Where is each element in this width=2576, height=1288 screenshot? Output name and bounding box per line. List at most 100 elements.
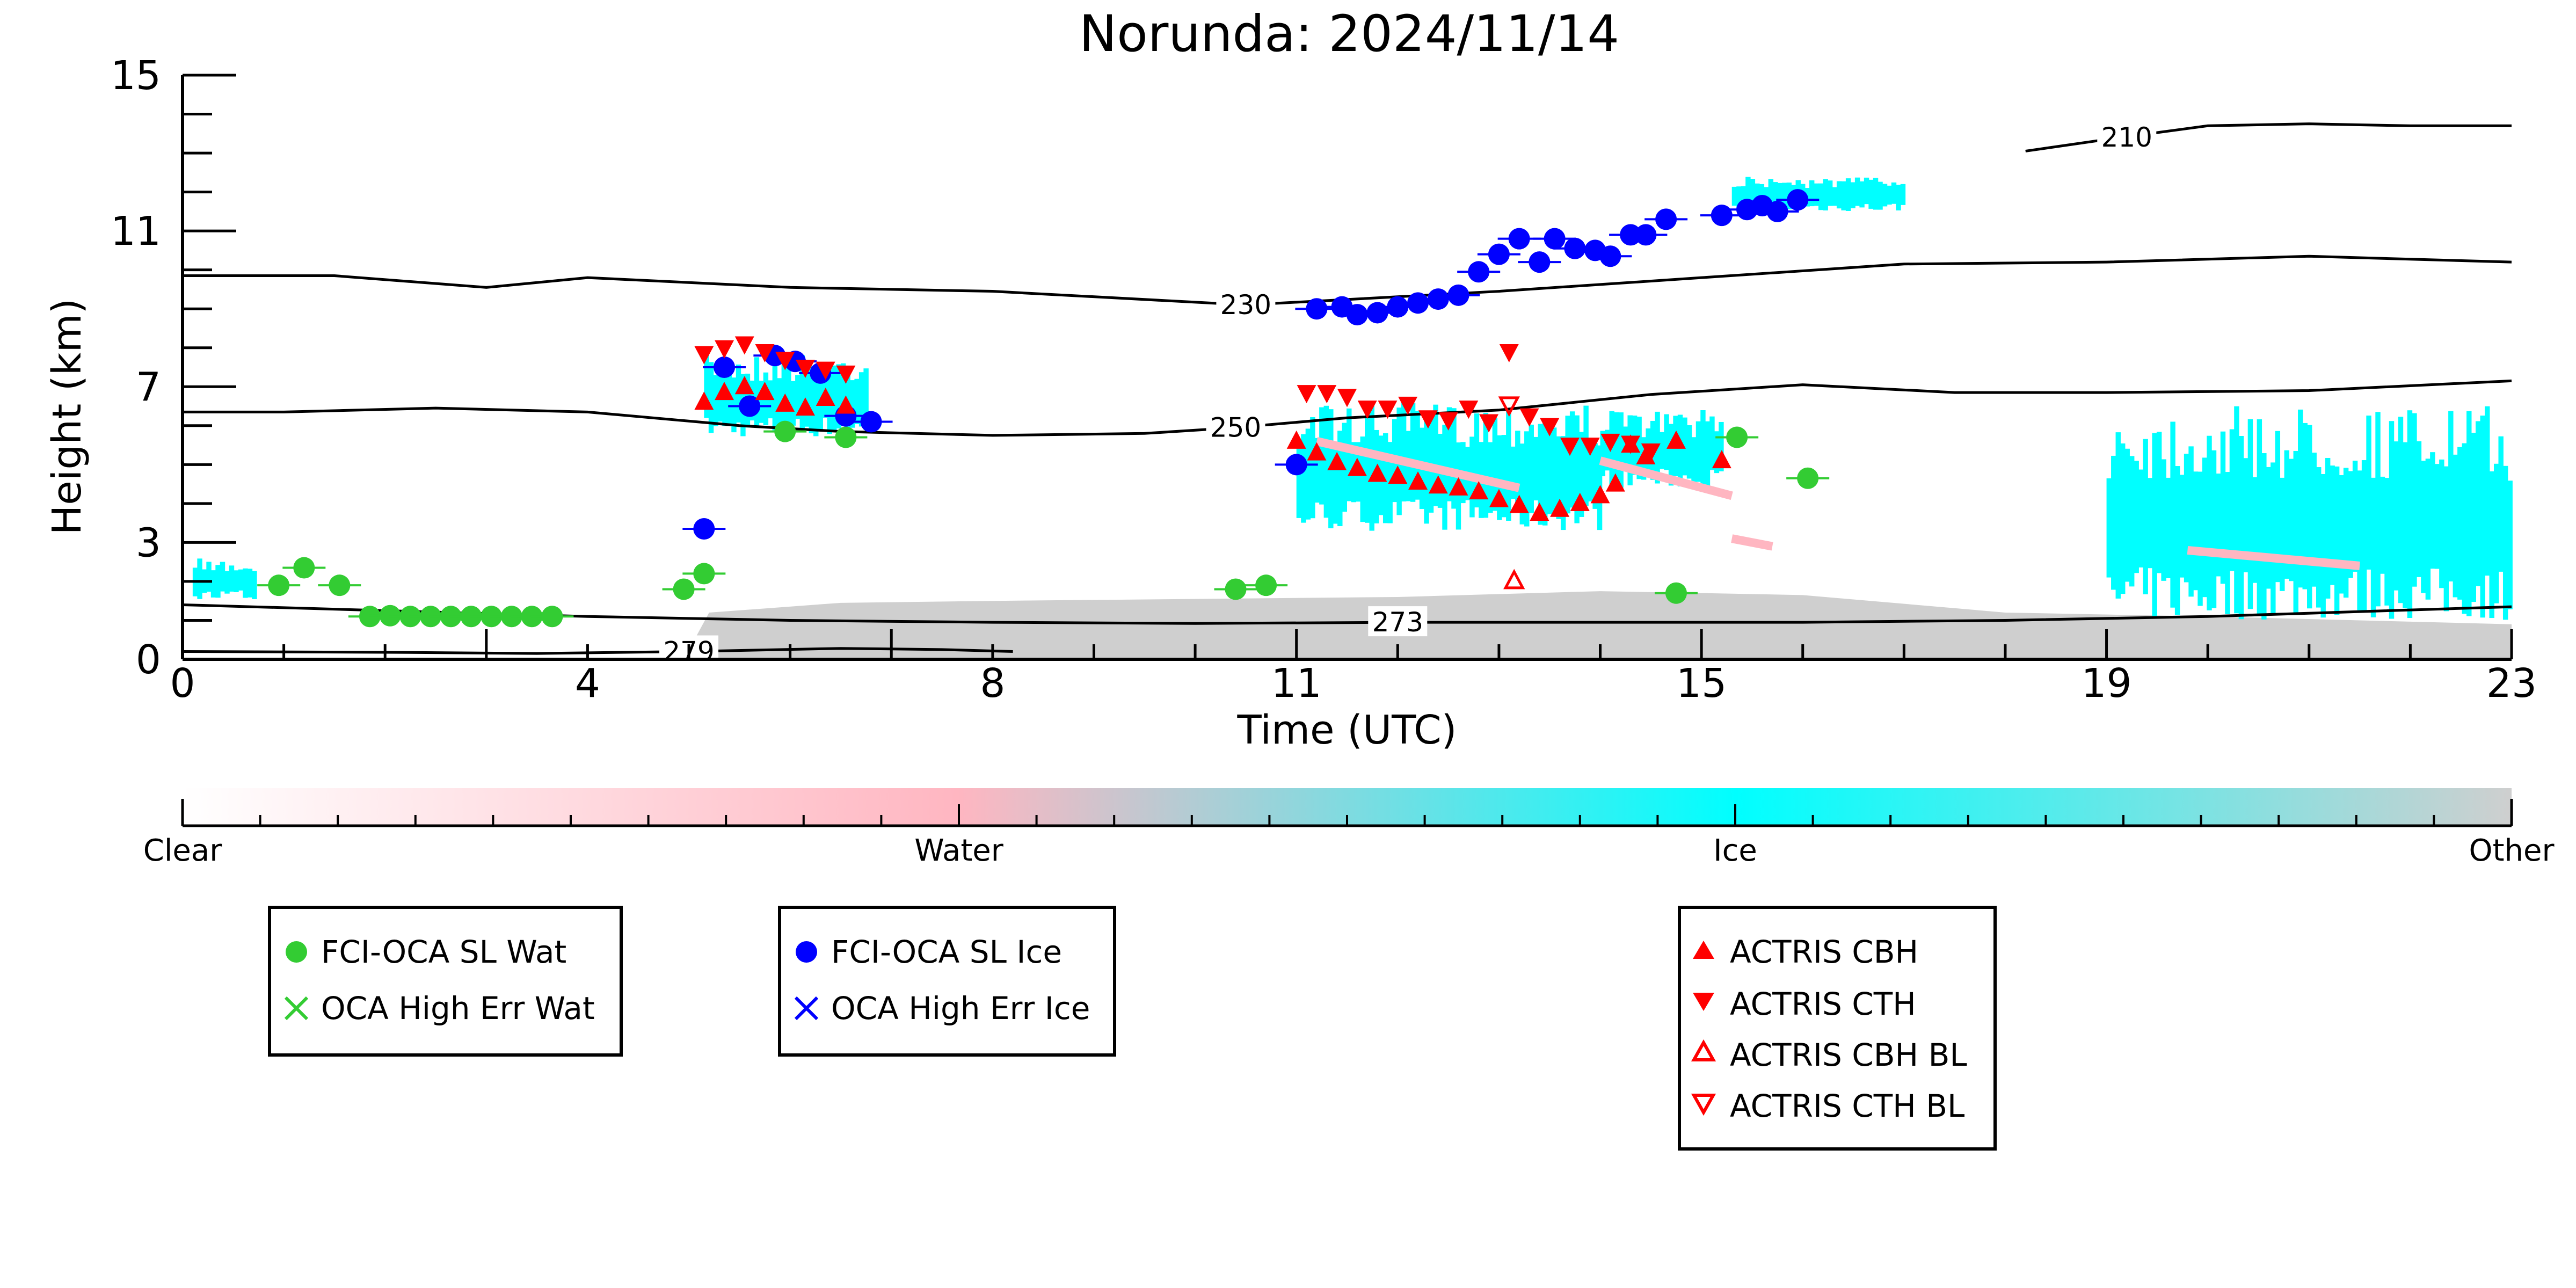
ice-column — [2421, 461, 2426, 593]
legend-label-cbh: ACTRIS CBH — [1730, 934, 1918, 970]
data-point — [694, 346, 714, 365]
data-point — [1438, 412, 1458, 431]
ice-column — [1360, 436, 1365, 522]
data-point — [1367, 463, 1387, 482]
ice-column — [1859, 181, 1865, 208]
data-point — [1357, 401, 1377, 419]
data-point — [1489, 489, 1509, 507]
data-point — [1766, 200, 1788, 222]
x-tick-label: 4 — [575, 660, 600, 707]
ice-column — [1369, 405, 1374, 531]
water-streak — [1315, 437, 1520, 492]
data-point — [1655, 208, 1677, 230]
contour-label-bg — [1368, 606, 1428, 637]
ice-column — [1600, 431, 1605, 477]
x-tick-label: 23 — [2486, 660, 2537, 707]
ice-column — [2416, 441, 2422, 577]
ice-column — [854, 379, 860, 424]
data-point — [1540, 418, 1560, 436]
ice-column — [2266, 467, 2272, 589]
ice-column — [754, 357, 760, 427]
ice-column — [2507, 481, 2513, 609]
ice-column — [2302, 423, 2308, 590]
ice-column — [2407, 410, 2413, 618]
x-tick-label: 15 — [1676, 660, 1727, 707]
legend-ice-frame — [778, 906, 1116, 1057]
data-point — [1387, 296, 1409, 318]
ice-column — [1347, 408, 1352, 501]
ice-column — [1777, 183, 1783, 205]
legend-label-higherr-wat: OCA High Err Wat — [321, 990, 595, 1027]
data-point — [734, 376, 754, 395]
data-point — [1711, 205, 1733, 227]
ice-column — [2430, 452, 2435, 569]
data-point — [775, 352, 795, 370]
ice-column — [2357, 470, 2362, 610]
ice-column — [2234, 406, 2239, 614]
data-point — [1530, 503, 1549, 521]
ice-column — [2384, 478, 2390, 606]
ice-column — [1659, 432, 1665, 469]
ice-column — [243, 568, 248, 598]
data-point — [1447, 284, 1469, 306]
ice-column — [1887, 185, 1892, 205]
ice-column — [2280, 477, 2285, 591]
ice-column — [1827, 180, 1833, 206]
ice-column — [2457, 447, 2463, 600]
data-point — [795, 360, 815, 378]
ice-column — [1878, 181, 1883, 210]
ice-column — [1497, 435, 1502, 520]
ice-column — [1323, 405, 1329, 518]
ice-column — [238, 569, 244, 591]
colorbar-ticks — [181, 804, 2513, 826]
ice-column — [2462, 443, 2468, 614]
data-point — [1479, 414, 1499, 433]
ice-column — [1547, 432, 1552, 514]
water-streak — [1599, 456, 1733, 500]
contour-label-bg — [1216, 288, 1276, 319]
ice-column — [1301, 434, 1306, 523]
data-point — [1468, 261, 1490, 283]
ice-column — [1759, 184, 1765, 204]
ice-column — [1506, 411, 1511, 521]
legend-label-cbh-bl: ACTRIS CBH BL — [1730, 1037, 1967, 1073]
ice-column — [722, 375, 727, 426]
other-layer — [683, 591, 2512, 659]
ice-column — [2165, 477, 2171, 578]
legend-marker-cbh — [1693, 941, 1714, 959]
data-point — [673, 578, 695, 600]
data-point — [775, 393, 795, 412]
x-axis-title: Time (UTC) — [1236, 707, 1457, 753]
ice-column — [2115, 432, 2121, 599]
ice-column — [1583, 405, 1589, 506]
ice-column — [858, 372, 864, 427]
ice-column — [831, 365, 837, 432]
ice-column — [704, 353, 709, 418]
water-streak — [1731, 534, 1773, 551]
data-point — [1285, 454, 1307, 476]
data-point — [774, 420, 796, 442]
data-point — [1580, 438, 1600, 456]
data-point — [1641, 443, 1661, 462]
legend-marker-oca-wat — [286, 941, 307, 963]
data-point — [268, 574, 290, 596]
data-point — [1621, 435, 1641, 454]
ice-column — [1533, 436, 1539, 501]
ice-column — [2339, 475, 2344, 594]
ice-column — [1636, 417, 1642, 479]
data-point — [1388, 465, 1408, 484]
ice-column — [1529, 424, 1534, 513]
data-point — [1519, 408, 1539, 427]
ice-column — [210, 570, 216, 598]
ice-column — [1578, 432, 1584, 517]
ice-column — [1873, 178, 1879, 210]
ice-column — [1337, 431, 1343, 527]
ice-column — [1483, 412, 1489, 518]
y-tick-label: 3 — [136, 520, 161, 566]
data-point — [816, 388, 835, 406]
ice-column — [849, 380, 855, 428]
ice-column — [2257, 419, 2262, 614]
legend-marker-cth — [1693, 993, 1714, 1011]
ice-column — [804, 370, 810, 427]
ice-column — [1515, 431, 1520, 503]
